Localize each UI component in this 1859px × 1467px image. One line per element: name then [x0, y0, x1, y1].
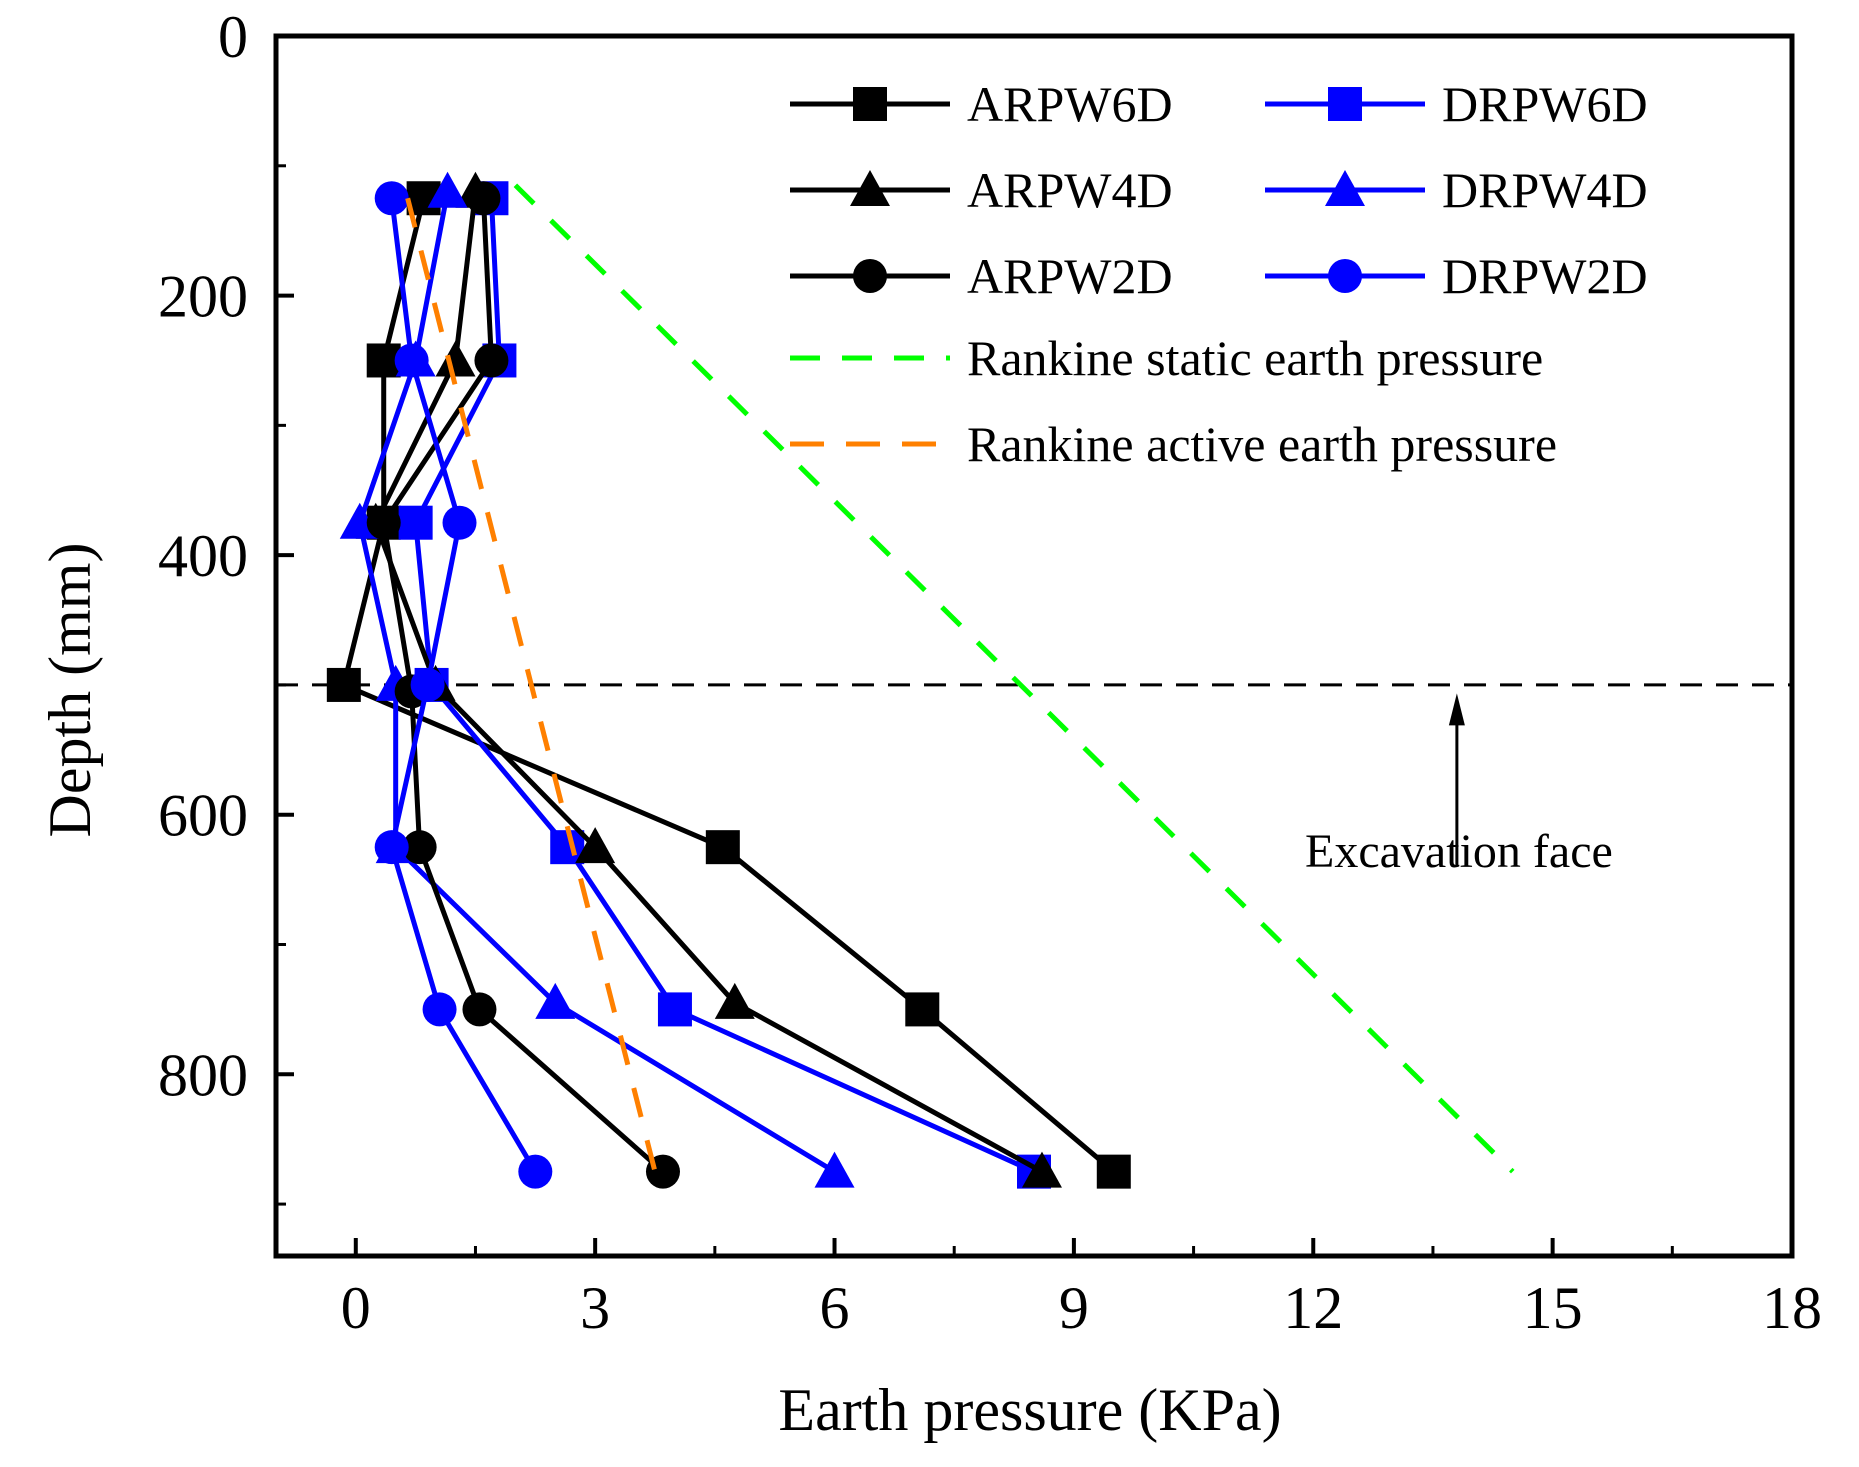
data-point-arpw4d-4	[575, 827, 616, 864]
legend-marker-arpw4d	[850, 170, 890, 206]
x-axis-title: Earth pressure (KPa)	[778, 1377, 1281, 1443]
legend-label-arpw6d: ARPW6D	[967, 76, 1173, 132]
x-tick-label: 3	[580, 1275, 610, 1341]
data-point-drpw4d-5	[535, 982, 576, 1019]
data-point-arpw2d-1	[474, 343, 509, 378]
excavation-face-label: Excavation face	[1305, 825, 1613, 878]
y-tick-label: 800	[158, 1042, 248, 1108]
data-point-arpw4d-5	[714, 982, 755, 1019]
annotation-arrow-head	[1448, 693, 1465, 726]
data-point-arpw4d-1	[435, 340, 476, 377]
axes: 0 3 6 9 12 15 18 0 200 400 600 800	[158, 4, 1822, 1341]
x-tick-label: 9	[1059, 1275, 1089, 1341]
data-point-drpw2d-6	[518, 1154, 553, 1189]
legend-label-arpw2d: ARPW2D	[967, 248, 1173, 304]
x-tick-label: 15	[1523, 1275, 1583, 1341]
legend-label-rankine-static-earth-pressure: Rankine static earth pressure	[967, 330, 1543, 386]
legend-label-drpw4d: DRPW4D	[1442, 162, 1648, 218]
data-point-arpw2d-4	[402, 830, 437, 865]
data-point-drpw4d-0	[427, 171, 468, 208]
legend-marker-drpw2d	[1328, 259, 1362, 293]
y-tick-label: 400	[158, 523, 248, 589]
data-point-arpw2d-0	[466, 181, 501, 216]
data-point-arpw2d-2	[366, 505, 401, 540]
data-point-arpw2d-5	[462, 992, 497, 1027]
data-point-arpw6d-6	[1096, 1154, 1131, 1189]
data-point-drpw2d-2	[442, 505, 477, 540]
data-point-drpw2d-3	[410, 667, 445, 702]
data-point-drpw2d-5	[422, 992, 457, 1027]
data-point-drpw6d-2	[398, 505, 433, 540]
data-point-drpw4d-6	[814, 1151, 855, 1188]
plot-content	[276, 171, 1792, 1189]
plot-frame	[273, 33, 1795, 1259]
legend: ARPW6D DRPW6D ARPW4D DRPW4D ARPW2D DRPW2D Rank…	[790, 76, 1648, 472]
legend-label-drpw6d: DRPW6D	[1442, 76, 1648, 132]
data-point-arpw6d-5	[905, 992, 940, 1027]
data-point-arpw4d-6	[1021, 1151, 1062, 1188]
legend-marker-arpw6d	[853, 87, 887, 121]
data-point-arpw6d-4	[705, 830, 740, 865]
data-point-drpw6d-5	[657, 992, 692, 1027]
x-tick-label: 0	[341, 1275, 371, 1341]
x-tick-label: 6	[820, 1275, 850, 1341]
y-tick-label: 0	[218, 4, 248, 70]
legend-marker-arpw2d	[853, 259, 887, 293]
y-tick-label: 600	[158, 783, 248, 849]
y-tick-label: 200	[158, 264, 248, 330]
x-tick-label: 12	[1283, 1275, 1343, 1341]
series-line-rankine-active-earth-pressure	[405, 197, 658, 1173]
data-point-arpw6d-3	[326, 667, 361, 702]
y-axis-title: Depth (mm)	[37, 543, 103, 838]
data-point-drpw2d-0	[374, 181, 409, 216]
data-point-drpw2d-4	[374, 830, 409, 865]
annotations: Excavation face	[1305, 693, 1613, 878]
x-tick-label: 18	[1762, 1275, 1822, 1341]
legend-marker-drpw6d	[1328, 87, 1362, 121]
legend-label-drpw2d: DRPW2D	[1442, 248, 1648, 304]
legend-marker-drpw4d	[1325, 170, 1365, 206]
data-point-drpw2d-1	[394, 343, 429, 378]
series-line-rankine-static-earth-pressure	[513, 183, 1515, 1174]
legend-label-rankine-active-earth-pressure: Rankine active earth pressure	[967, 416, 1557, 472]
legend-label-arpw4d: ARPW4D	[967, 162, 1173, 218]
